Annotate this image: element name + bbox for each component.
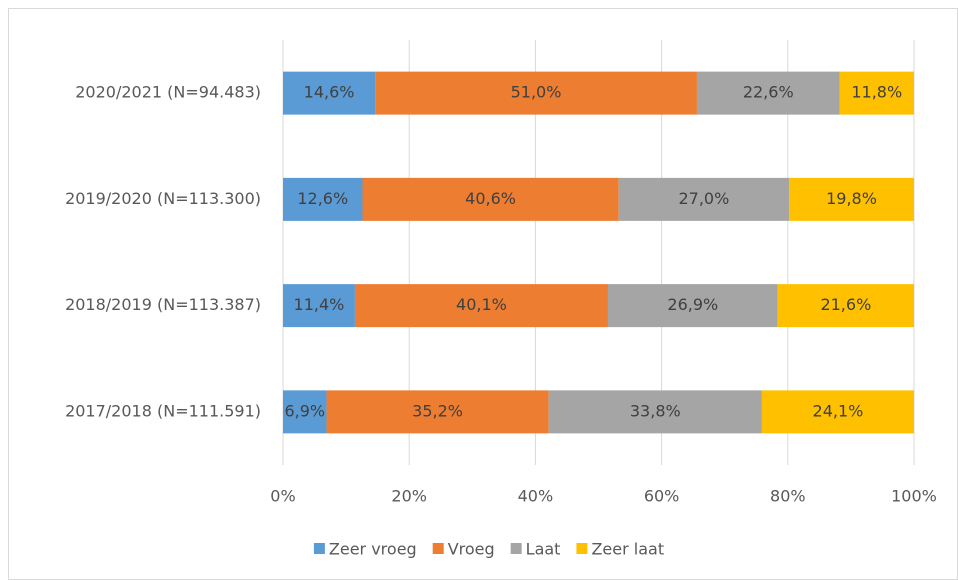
legend-swatch — [432, 543, 444, 554]
bar-label: 6,9% — [284, 401, 325, 420]
x-tick-label: 40% — [518, 487, 554, 506]
bar-label: 11,8% — [851, 83, 902, 102]
bar-segment — [283, 284, 355, 328]
bar-label: 40,1% — [456, 295, 507, 314]
bar-label: 12,6% — [297, 189, 348, 208]
y-tick-label: 2017/2018 (N=111.591) — [65, 401, 261, 420]
bar-label: 14,6% — [304, 83, 355, 102]
bar-segment — [789, 177, 914, 221]
legend-swatch — [510, 543, 522, 554]
y-tick-label: 2018/2019 (N=113.387) — [65, 295, 261, 314]
legend-label: Vroeg — [448, 540, 495, 559]
bar-label: 27,0% — [678, 189, 729, 208]
x-tick-label: 0% — [270, 487, 295, 506]
bar-segment — [761, 390, 914, 434]
bar-segment — [607, 284, 778, 328]
bar-segment — [375, 71, 697, 115]
bar-segment — [362, 177, 619, 221]
bar-segment — [283, 71, 376, 115]
y-tick-label: 2019/2020 (N=113.300) — [65, 189, 261, 208]
bar-segment — [696, 71, 840, 115]
legend-label: Zeer laat — [591, 540, 664, 559]
bar-label: 33,8% — [630, 401, 681, 420]
bar-segment — [283, 390, 327, 434]
bar-segment — [326, 390, 549, 434]
bar-segment — [839, 71, 914, 115]
bar-segment — [618, 177, 790, 221]
bar-label: 40,6% — [465, 189, 516, 208]
bar-label: 51,0% — [511, 83, 562, 102]
x-tick-label: 100% — [891, 487, 937, 506]
bar-label: 35,2% — [412, 401, 463, 420]
x-tick-label: 20% — [391, 487, 427, 506]
legend-swatch — [576, 543, 588, 554]
bar-segment — [354, 284, 608, 328]
bar-label: 19,8% — [826, 189, 877, 208]
bar-segment — [283, 177, 363, 221]
x-tick-label: 80% — [770, 487, 806, 506]
legend-label: Zeer vroeg — [329, 540, 417, 559]
legend-swatch — [313, 543, 325, 554]
x-tick-label: 60% — [644, 487, 680, 506]
bar-label: 11,4% — [294, 295, 345, 314]
bar-label: 26,9% — [667, 295, 718, 314]
bar-label: 24,1% — [813, 401, 864, 420]
bar-label: 21,6% — [820, 295, 871, 314]
bar-segment — [548, 390, 762, 434]
legend-label: Laat — [526, 540, 561, 559]
bar-segment — [777, 284, 914, 328]
y-tick-label: 2020/2021 (N=94.483) — [75, 83, 261, 102]
bar-label: 22,6% — [743, 83, 794, 102]
